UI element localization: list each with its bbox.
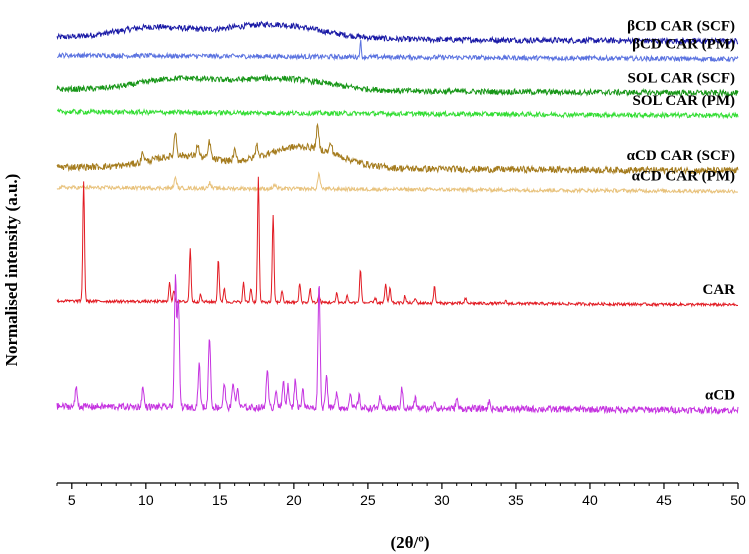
y-axis-title: Normalised intensity (a.u.) [2, 174, 21, 367]
x-tick-label-45: 45 [656, 492, 672, 508]
series-line-1 [56, 39, 739, 63]
x-axis-title: (2θ/º) [390, 533, 429, 552]
series-label-2: SOL CAR (SCF) [627, 70, 735, 86]
series-label-3: SOL CAR (PM) [633, 93, 736, 109]
series-label-1: βCD CAR (PM) [632, 36, 735, 52]
series-label-7: αCD [705, 387, 735, 403]
x-tick-label-50: 50 [730, 492, 746, 508]
series-line-0 [56, 20, 739, 47]
x-axis: 5 10 15 20 25 30 35 40 45 50 [56, 482, 746, 508]
x-tick-label-30: 30 [434, 492, 450, 508]
series-line-4 [56, 122, 739, 176]
x-tick-label-5: 5 [68, 492, 76, 508]
x-tick-label-35: 35 [508, 492, 524, 508]
x-tick-label-10: 10 [138, 492, 154, 508]
series-label-6: CAR [703, 282, 736, 298]
series-line-7 [56, 274, 739, 415]
series-line-6 [56, 176, 739, 308]
series-line-5 [56, 171, 738, 195]
series-label-5: αCD CAR (PM) [632, 169, 735, 185]
x-tick-label-25: 25 [360, 492, 376, 508]
series-label-0: βCD CAR (SCF) [627, 19, 735, 35]
x-tick-label-40: 40 [582, 492, 598, 508]
series-layer [56, 20, 739, 415]
x-tick-label-20: 20 [286, 492, 302, 508]
series-line-2 [56, 73, 739, 98]
x-tick-label-15: 15 [212, 492, 228, 508]
series-label-4: αCD CAR (SCF) [627, 148, 735, 164]
series-line-3 [56, 107, 739, 120]
series-labels: βCD CAR (SCF)βCD CAR (PM) SOL CAR (SCF) SO… [627, 19, 736, 404]
